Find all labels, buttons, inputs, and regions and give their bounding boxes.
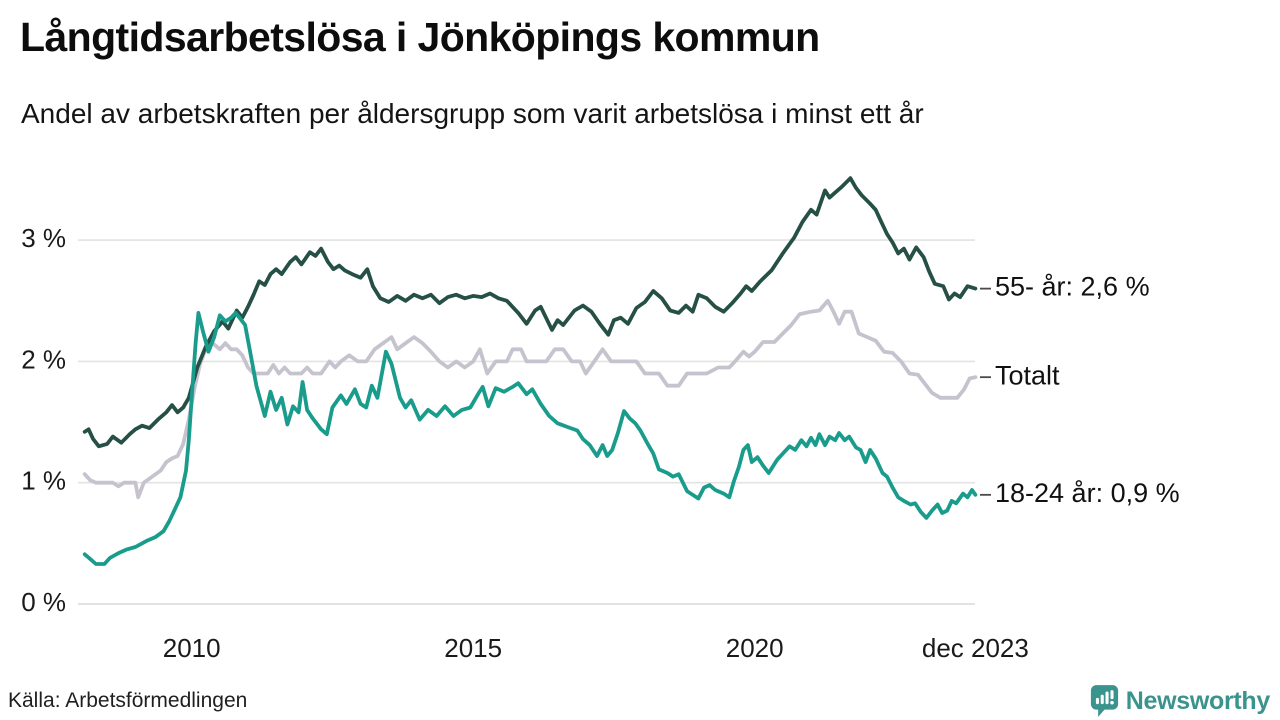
branding-name: Newsworthy <box>1125 686 1271 715</box>
annotation-label-total: Totalt <box>995 360 1060 390</box>
x-tick-label: 2020 <box>726 633 784 663</box>
annotation-label-age55: 55- år: 2,6 % <box>995 272 1150 302</box>
series-line-age55 <box>82 176 978 449</box>
branding: Newsworthy <box>1090 684 1270 718</box>
x-tick-label: 2015 <box>444 633 502 663</box>
x-axis-labels: 2010 2015 2020 dec 2023 <box>163 633 1029 663</box>
chart-title: Långtidsarbetslösa i Jönköpings kommun <box>20 14 820 60</box>
y-tick-label: 1 % <box>21 466 66 496</box>
x-tick-label: 2010 <box>163 633 221 663</box>
newsworthy-logo-icon <box>1090 685 1118 717</box>
series-line-total <box>82 298 978 500</box>
chart-subtitle: Andel av arbetskraften per åldersgrupp s… <box>21 98 924 129</box>
y-tick-label: 2 % <box>21 344 66 374</box>
annotation-label-age1824: 18-24 år: 0,9 % <box>995 478 1180 508</box>
y-axis-labels: 0 % 1 % 2 % 3 % <box>21 223 66 617</box>
y-tick-label: 3 % <box>21 223 66 253</box>
series-annotations: Totalt 55- år: 2,6 % 18-24 år: 0,9 % <box>980 272 1180 508</box>
series-line-age1824 <box>82 310 978 566</box>
x-tick-label: dec 2023 <box>922 633 1029 663</box>
series-lines <box>82 176 978 566</box>
source-note: Källa: Arbetsförmedlingen <box>8 689 248 712</box>
y-tick-label: 0 % <box>21 587 66 617</box>
gridlines <box>78 239 975 605</box>
